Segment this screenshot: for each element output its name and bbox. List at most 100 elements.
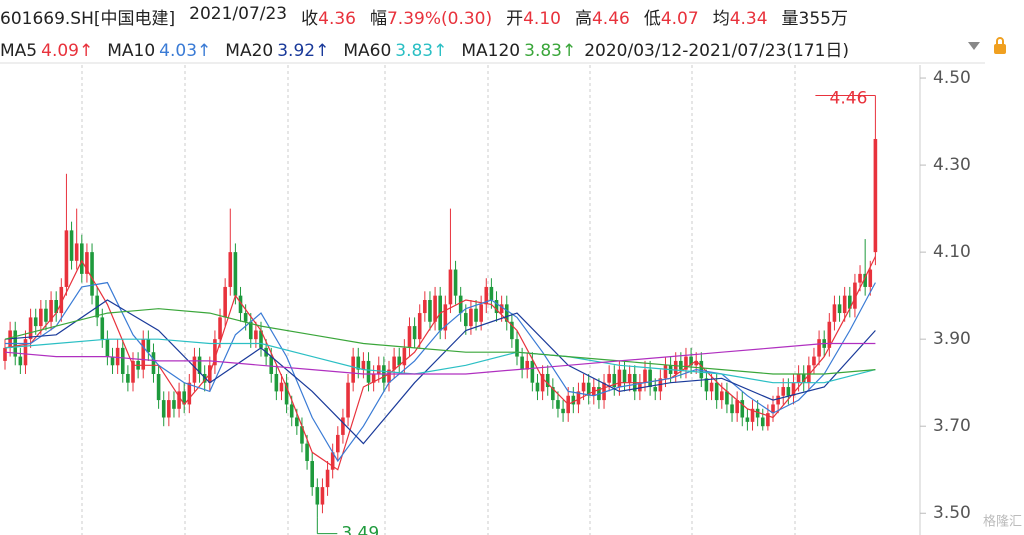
- candle-body: [689, 356, 693, 366]
- quote-value: 4.07: [660, 9, 699, 29]
- candle-body: [330, 452, 335, 470]
- candle-body: [156, 373, 161, 401]
- quote-item: 低4.07: [644, 4, 699, 30]
- quote-item: 均4.34: [713, 4, 768, 30]
- candle-body: [151, 352, 156, 374]
- legend-name: MA120: [461, 41, 521, 61]
- candle-body: [74, 243, 79, 261]
- y-tick-label: 4.10: [933, 242, 971, 262]
- candle-body: [310, 461, 314, 488]
- candle-body: [653, 387, 658, 392]
- candle-body: [571, 395, 576, 405]
- candle-body: [28, 317, 33, 340]
- candle-body: [627, 373, 632, 383]
- candle-body: [530, 360, 535, 383]
- candle-body: [837, 304, 842, 314]
- candle-body: [315, 487, 320, 505]
- candle-body: [725, 391, 729, 405]
- candle-body: [576, 391, 581, 405]
- candle-body: [791, 382, 796, 396]
- candle-body: [679, 360, 683, 370]
- candle-body: [223, 286, 227, 318]
- candle-body: [863, 273, 867, 287]
- candle-body: [494, 300, 499, 314]
- candle-body: [23, 339, 28, 366]
- legend-value: 4.03↑: [159, 41, 212, 61]
- candle-body: [643, 369, 647, 383]
- candle-body: [704, 378, 709, 392]
- candle-body: [254, 330, 258, 340]
- ma-line: [5, 281, 876, 463]
- candle-body: [561, 408, 565, 414]
- candle-body: [858, 273, 862, 283]
- candle-body: [612, 373, 617, 388]
- ma-line: [4, 256, 876, 471]
- y-tick-label: 3.50: [933, 503, 971, 523]
- candle-body: [581, 382, 586, 392]
- candle-body: [69, 230, 74, 261]
- candle-body: [709, 382, 714, 392]
- candle-body: [469, 308, 473, 327]
- candle-body: [110, 356, 115, 366]
- candle-body: [443, 304, 448, 331]
- candle-body: [694, 360, 698, 366]
- candle-body: [397, 356, 402, 366]
- ma-line: [4, 299, 876, 445]
- y-tick-label: 4.30: [933, 155, 971, 175]
- candle-body: [336, 434, 340, 453]
- candle-body: [3, 347, 7, 361]
- candle-body: [499, 304, 504, 314]
- candle-body: [796, 373, 801, 383]
- candle-body: [545, 373, 550, 388]
- candle-body: [760, 417, 765, 427]
- candle-body: [464, 313, 468, 327]
- candle-body: [39, 308, 43, 327]
- candle-body: [341, 417, 345, 435]
- candle-body: [238, 295, 243, 314]
- candle-body: [525, 360, 530, 370]
- candle-body: [474, 308, 478, 322]
- candle-body: [622, 369, 627, 383]
- lock-icon[interactable]: [994, 44, 1006, 54]
- candle-body: [510, 321, 514, 340]
- candle-body: [684, 356, 688, 370]
- candle-body: [504, 304, 509, 322]
- annotation: 3.49: [341, 524, 379, 535]
- candle-body: [233, 252, 238, 296]
- candle-body: [402, 347, 407, 366]
- legend-item: MA5 4.09↑: [0, 41, 93, 61]
- candle-body: [346, 382, 350, 418]
- candle-body: [750, 408, 755, 422]
- candle-body: [781, 387, 786, 396]
- candle-body: [33, 317, 38, 327]
- quote-item: 量355万: [782, 4, 848, 30]
- legend-item: MA120 3.83↑: [461, 41, 576, 61]
- quote-label: 幅: [369, 9, 387, 29]
- quote-value: 4.34: [729, 9, 768, 29]
- candle-body: [699, 360, 704, 379]
- y-tick-label: 3.70: [933, 416, 971, 436]
- quote-value: 4.10: [523, 9, 561, 29]
- candle-body: [638, 382, 642, 392]
- candle-body: [187, 382, 192, 405]
- legend-item: MA10 4.03↑: [107, 41, 211, 61]
- dropdown-icon[interactable]: [968, 42, 980, 50]
- candle-body: [735, 400, 739, 414]
- candle-body: [131, 360, 135, 383]
- candle-body: [361, 360, 366, 370]
- candle-body: [269, 356, 274, 374]
- quote-value: 4.46: [591, 9, 630, 29]
- candle-body: [827, 321, 832, 348]
- candle-body: [218, 317, 222, 340]
- candle-body: [248, 321, 253, 340]
- candle-body: [428, 300, 432, 322]
- candle-body: [320, 487, 325, 505]
- candle-body: [520, 356, 524, 370]
- candle-body: [848, 295, 852, 309]
- candle-body: [755, 408, 760, 418]
- candle-body: [197, 356, 202, 374]
- candle-body: [356, 356, 361, 370]
- candle-body: [730, 404, 734, 414]
- legend-value: 3.83↑: [395, 41, 448, 61]
